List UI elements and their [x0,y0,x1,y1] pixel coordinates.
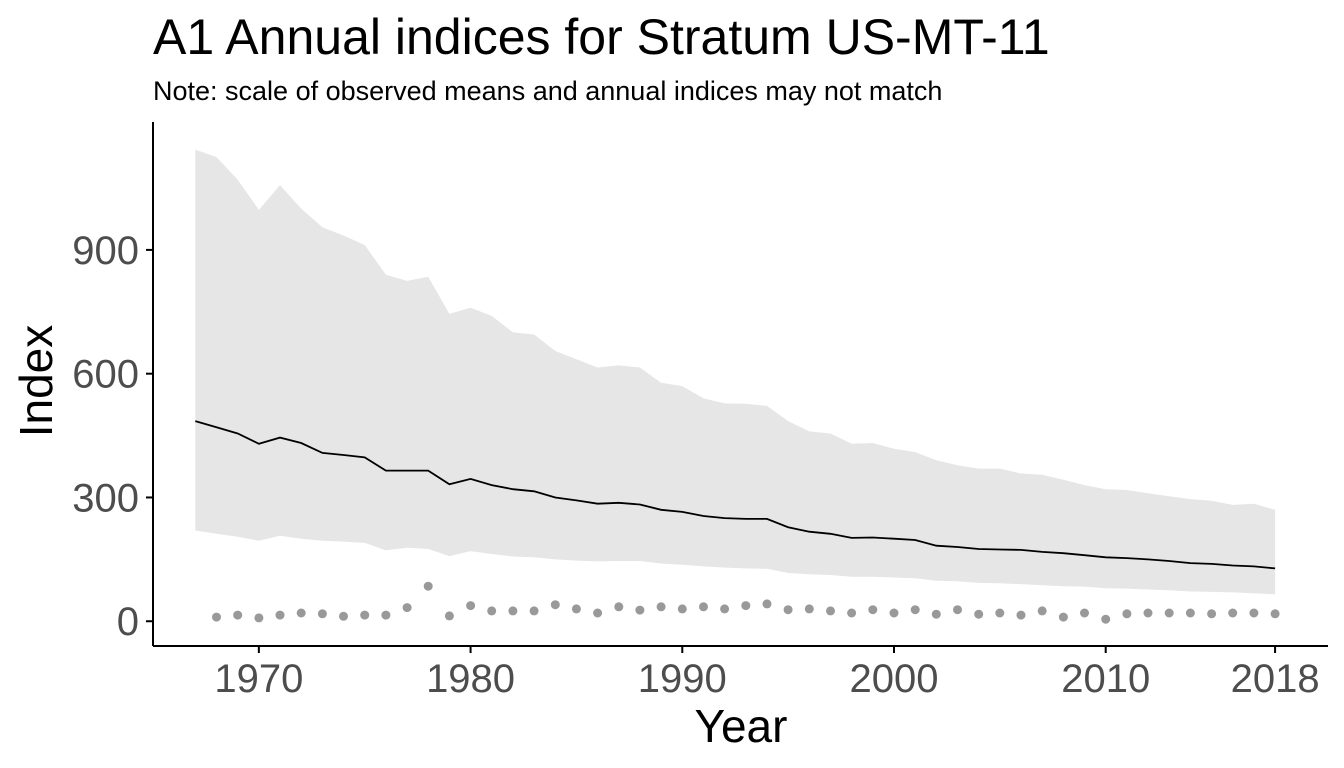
observed-mean-point [571,604,581,614]
observed-mean-point [296,608,306,618]
observed-mean-point [741,601,751,611]
observed-mean-point [466,601,476,611]
observed-mean-point [360,610,370,620]
observed-mean-point [783,605,793,615]
observed-mean-point [1185,608,1195,618]
observed-mean-point [233,610,243,620]
x-tick-label: 2018 [1231,657,1320,701]
observed-mean-point [635,605,645,615]
observed-mean-point [868,605,878,615]
observed-mean-point [1058,612,1068,622]
observed-mean-point [444,611,454,621]
observed-mean-point [847,608,857,618]
observed-mean-point [804,604,814,614]
observed-mean-point [910,605,920,615]
y-axis-title: Index [10,325,62,438]
observed-mean-point [995,608,1005,618]
x-tick-label: 2000 [849,657,938,701]
observed-mean-point [339,611,348,621]
x-axis-title: Year [695,700,788,752]
observed-mean-point [720,604,730,614]
observed-mean-point [508,606,518,616]
observed-mean-point [402,603,412,613]
observed-mean-point [889,608,899,618]
observed-mean-point [1037,606,1047,616]
observed-mean-point [1122,609,1132,619]
observed-mean-point [974,609,984,619]
observed-mean-point [1207,609,1217,619]
y-tick-label: 0 [117,600,139,644]
observed-mean-point [275,610,285,620]
observed-mean-point [1101,614,1111,624]
credible-interval-ribbon [195,149,1276,595]
annual-index-line [195,420,1276,570]
observed-mean-point [614,602,624,612]
observed-mean-point [931,609,941,619]
y-tick-label: 300 [72,476,139,520]
observed-mean-point [1270,609,1280,619]
observed-mean-point [1228,608,1238,618]
chart-subtitle: Note: scale of observed means and annual… [153,76,943,106]
observed-mean-point [1143,608,1153,618]
x-tick-label: 1970 [214,657,303,701]
x-tick-label: 2010 [1061,657,1150,701]
observed-mean-point [1249,608,1259,618]
observed-mean-point [212,612,221,622]
observed-mean-point [550,600,560,610]
observed-mean-point [487,606,497,616]
x-tick-label: 1990 [638,657,727,701]
x-tick-label: 1980 [426,657,515,701]
observed-mean-point [677,604,687,614]
observed-mean-point [1016,610,1026,620]
observed-mean-point [593,608,603,618]
y-tick-label: 900 [72,229,139,273]
observed-mean-point [1080,608,1089,618]
observed-mean-point [826,606,835,616]
observed-mean-point [254,613,264,623]
observed-mean-point [317,609,327,619]
y-tick-label: 600 [72,353,139,397]
observed-mean-point [423,581,433,591]
observed-mean-point [529,606,539,616]
observed-mean-point [953,605,962,615]
observed-mean-point [699,602,708,612]
observed-mean-point [656,602,666,612]
chart-title: A1 Annual indices for Stratum US-MT-11 [153,9,1050,65]
observed-mean-point [1164,608,1174,618]
observed-mean-point [381,610,391,620]
observed-mean-point [762,599,772,609]
